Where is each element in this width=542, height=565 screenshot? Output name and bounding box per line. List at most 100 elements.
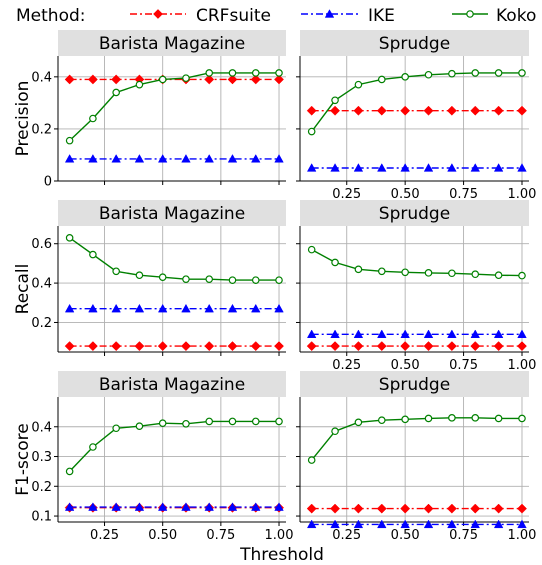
data-point: [307, 504, 316, 513]
data-point: [379, 268, 385, 274]
data-point: [182, 304, 191, 312]
data-point: [377, 341, 386, 350]
data-point: [229, 70, 235, 76]
legend-label: Koko: [496, 6, 536, 26]
legend-label: IKE: [368, 6, 395, 26]
x-tick-label: 0.25: [332, 187, 361, 202]
data-point: [495, 415, 501, 421]
data-point: [377, 520, 386, 528]
data-point: [276, 418, 282, 424]
panel-title: Sprudge: [379, 34, 450, 54]
y-axis-label: Recall: [13, 264, 33, 315]
data-point: [355, 419, 361, 425]
data-point: [471, 106, 480, 115]
data-point: [519, 415, 525, 421]
series-line: [70, 73, 279, 141]
data-point: [517, 504, 526, 513]
data-point: [517, 341, 526, 350]
y-tick-label: 0.2: [31, 122, 52, 137]
data-point: [206, 276, 212, 282]
legend-item-koko: Koko: [452, 6, 536, 26]
data-point: [494, 504, 503, 513]
data-point: [449, 415, 455, 421]
data-point: [402, 74, 408, 80]
data-point: [113, 268, 119, 274]
data-point: [251, 341, 260, 350]
y-tick-label: 0: [44, 175, 52, 190]
y-tick-label: 0.1: [31, 510, 52, 525]
data-point: [135, 341, 144, 350]
data-point: [518, 520, 527, 528]
data-point: [424, 504, 433, 513]
x-tick-label: 1.00: [265, 528, 294, 543]
data-point: [495, 70, 501, 76]
data-point: [65, 341, 74, 350]
subplot-5: Barista Magazine0.25 0.50 0.75 1.000.10.20.…: [13, 371, 293, 543]
series-koko: [66, 235, 282, 284]
y-tick-label: 0.4: [31, 420, 52, 435]
data-point: [66, 137, 72, 143]
series-line: [312, 73, 522, 132]
data-point: [424, 341, 433, 350]
x-tick-label: 0.25: [332, 358, 361, 373]
subplot-3: Barista Magazine0.20.40.6Recall: [13, 200, 286, 356]
data-point: [308, 246, 314, 252]
x-tick-label: 0.50: [391, 187, 420, 202]
data-point: [332, 259, 338, 265]
x-tick-label: 0.25: [332, 528, 361, 543]
series-ike: [65, 503, 283, 511]
data-point: [424, 164, 433, 172]
data-point: [90, 444, 96, 450]
data-point: [88, 75, 97, 84]
data-point: [355, 266, 361, 272]
data-point: [354, 106, 363, 115]
series-koko: [66, 70, 282, 144]
y-tick-label: 0.2: [31, 316, 52, 331]
data-point: [159, 274, 165, 280]
legend-title: Method:: [16, 6, 86, 26]
data-point: [377, 330, 386, 338]
data-point: [113, 425, 119, 431]
data-point: [330, 504, 339, 513]
series-ike: [307, 164, 526, 172]
data-point: [182, 155, 191, 163]
data-point: [472, 415, 478, 421]
data-point: [471, 341, 480, 350]
data-point: [332, 97, 338, 103]
x-tick-label: 0.75: [206, 528, 235, 543]
series-line: [312, 418, 522, 460]
panel-title: Sprudge: [379, 375, 450, 395]
data-point: [253, 277, 259, 283]
panel-title: Sprudge: [379, 204, 450, 224]
data-point: [379, 417, 385, 423]
data-point: [471, 504, 480, 513]
data-point: [307, 106, 316, 115]
data-point: [330, 106, 339, 115]
x-tick-label: 1.00: [508, 528, 537, 543]
data-point: [519, 70, 525, 76]
data-point: [308, 457, 314, 463]
data-point: [88, 341, 97, 350]
data-point: [494, 106, 503, 115]
subplot-4: Sprudge0.25 0.50 0.75 1.00: [296, 200, 536, 373]
data-point: [158, 341, 167, 350]
series-koko: [308, 246, 525, 278]
data-point: [206, 70, 212, 76]
data-point: [354, 341, 363, 350]
data-point: [65, 75, 74, 84]
legend-item-ike: IKE: [301, 6, 395, 26]
data-point: [229, 277, 235, 283]
x-tick-label: 0.75: [449, 358, 478, 373]
series-crfsuite: [307, 106, 527, 115]
panel-title: Barista Magazine: [99, 34, 245, 54]
data-point: [377, 106, 386, 115]
data-point: [253, 70, 259, 76]
x-tick-label: 0.50: [148, 528, 177, 543]
legend: Method: CRFsuite IKE Koko: [16, 6, 536, 26]
data-point: [181, 341, 190, 350]
data-point: [274, 341, 283, 350]
x-tick-label: 0.50: [391, 358, 420, 373]
data-point: [401, 341, 410, 350]
